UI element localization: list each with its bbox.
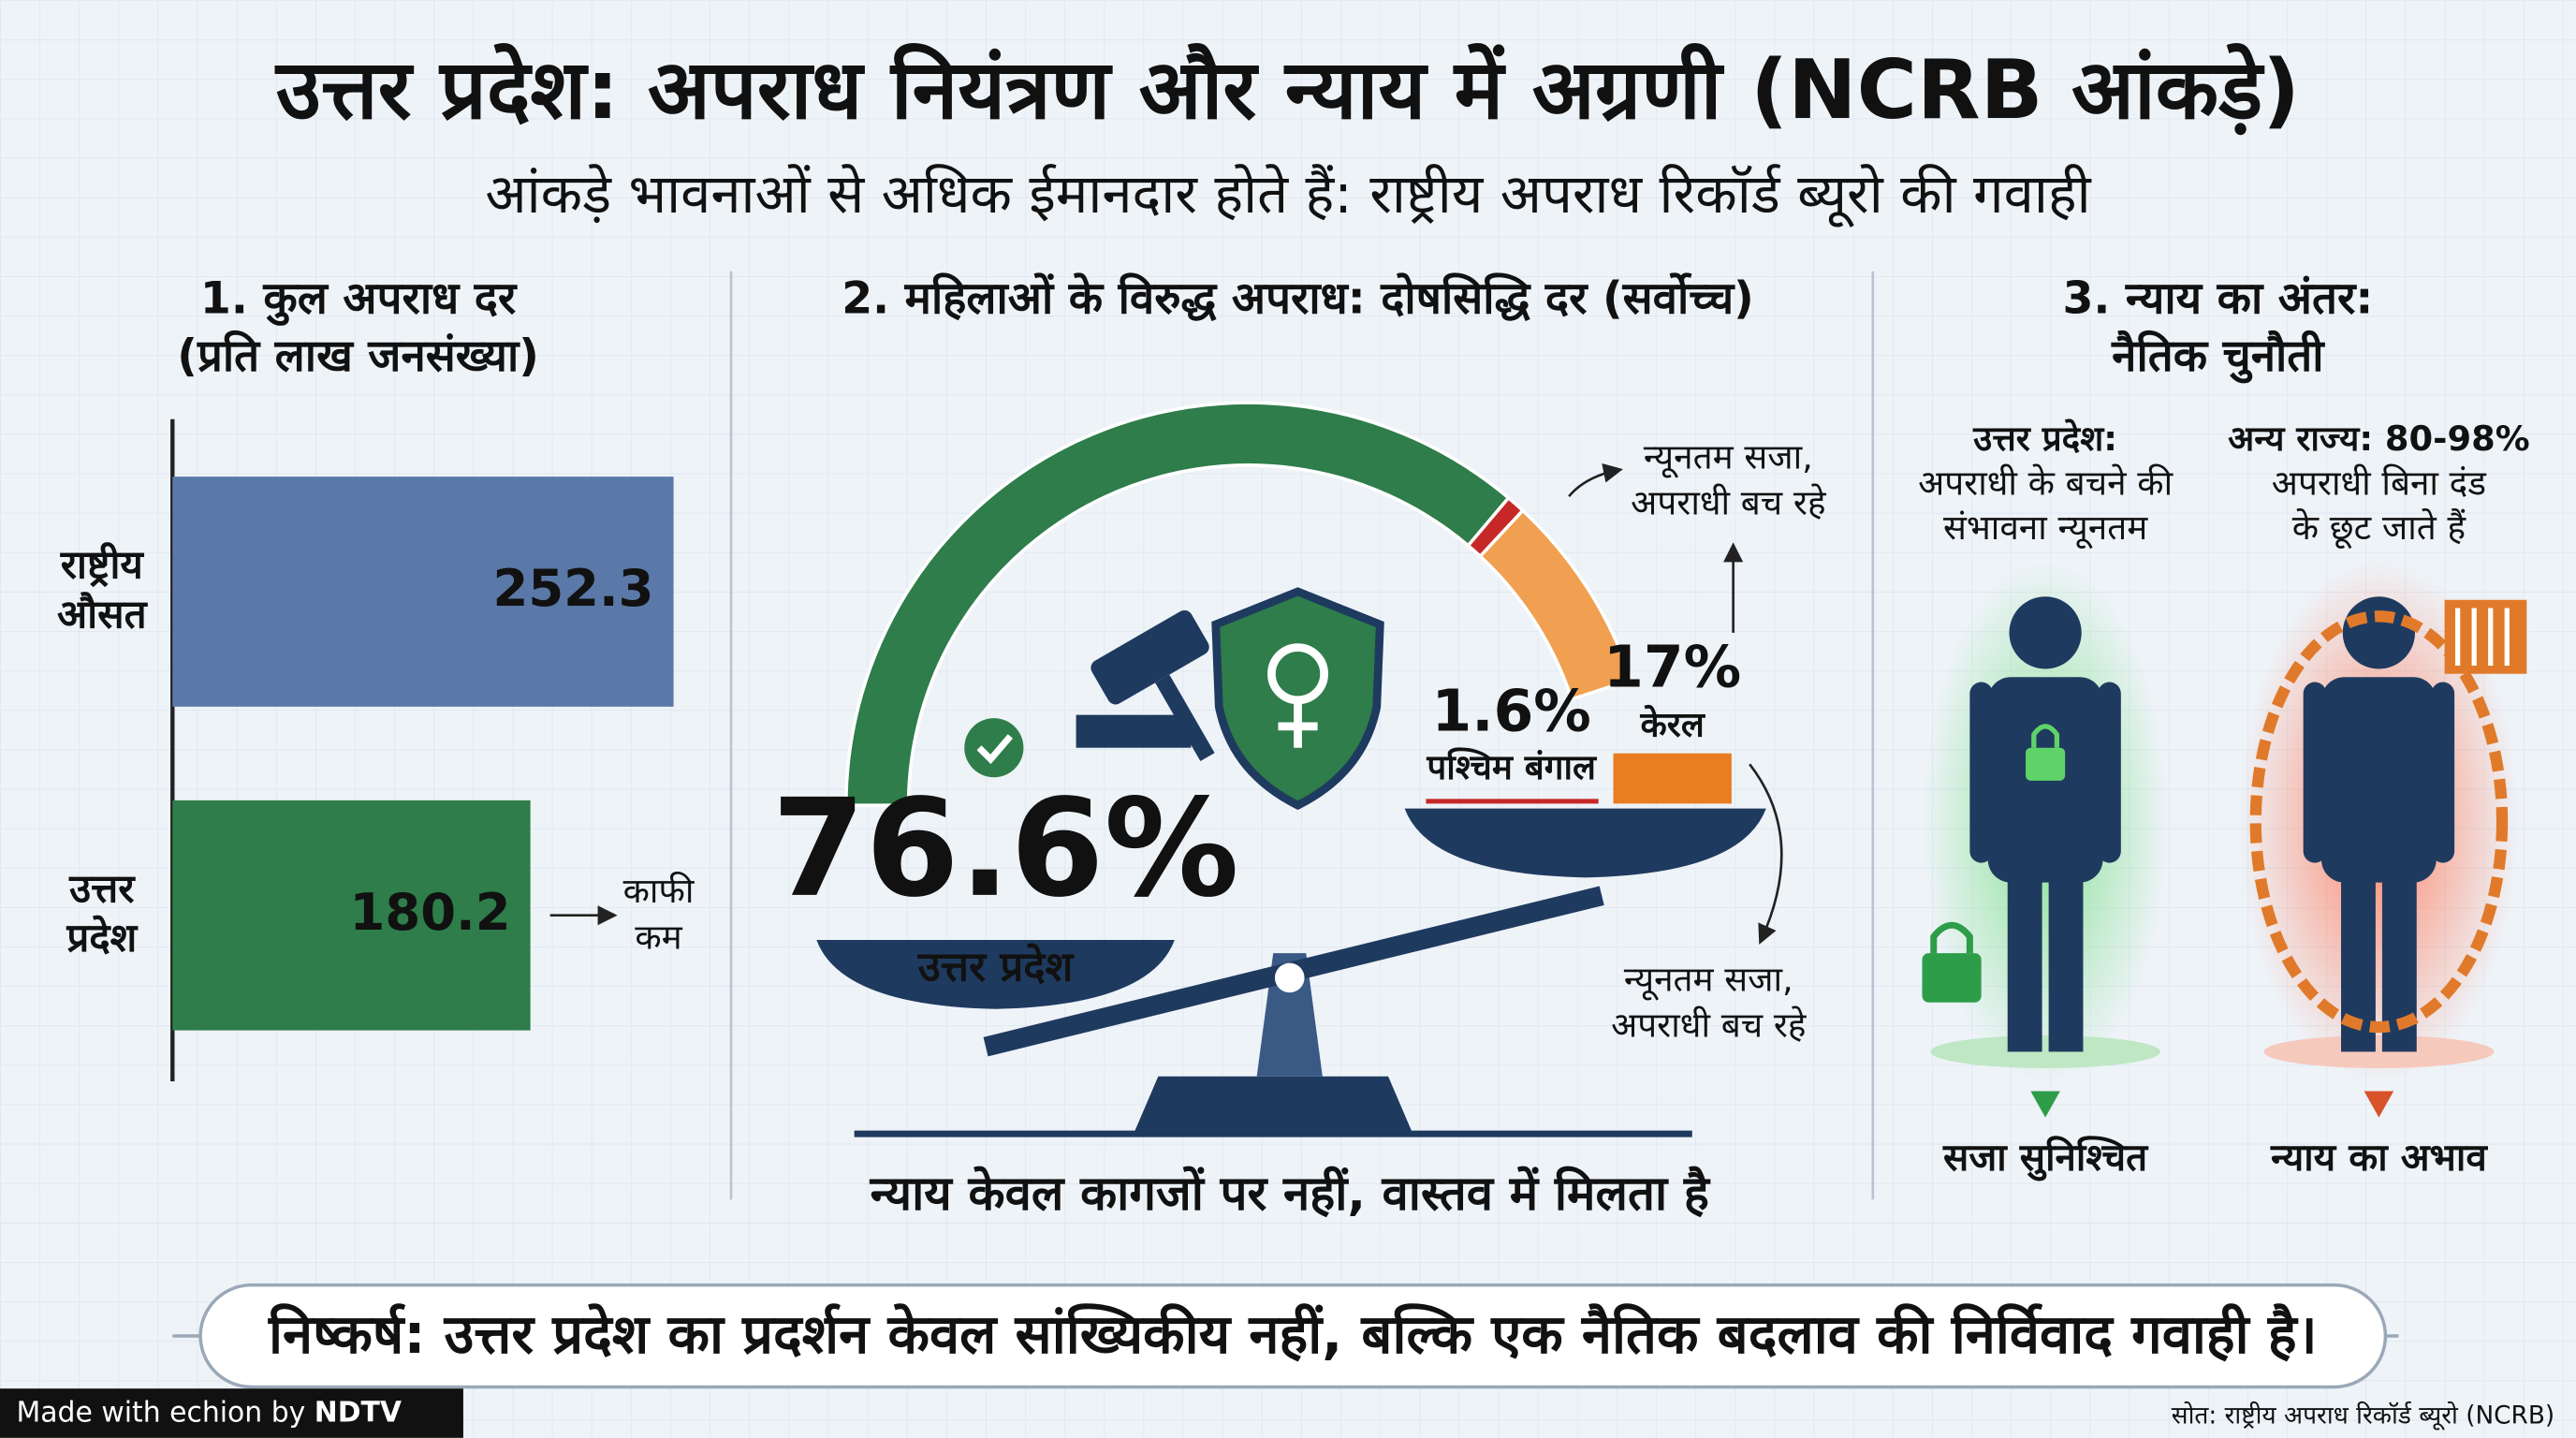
gauge-segment: [1477, 507, 1633, 702]
pan-block: [1613, 753, 1732, 804]
value-label: 180.2: [350, 883, 511, 942]
annotation: अपराधी बच रहे: [1631, 482, 1827, 522]
conclusion-box: [198, 1283, 2388, 1389]
bar: [172, 800, 531, 1031]
by: by: [271, 1396, 306, 1429]
status-label: सजा सुनिश्चित: [1942, 1136, 2149, 1181]
category-label: राष्ट्रीय औसत: [57, 541, 149, 637]
subtitle: आंकड़े भावनाओं से अधिक ईमानदार होते हैं:…: [485, 162, 2091, 227]
figures: [1922, 558, 2527, 1118]
arrow: [1568, 462, 1623, 498]
title: उत्तर प्रदेश: अपराध नियंत्रण और न्याय मे…: [274, 42, 2300, 138]
annotation: न्यूनतम सजा,: [1644, 436, 1813, 478]
conclusion: निष्कर्ष: उत्तर प्रदेश का प्रदर्शन केवल …: [268, 1302, 2318, 1366]
partner: NDTV: [315, 1396, 402, 1429]
scale-icon: [816, 587, 1766, 1137]
made-with: Made with: [17, 1396, 161, 1429]
panel-title: 1. कुल अपराध दर: [200, 272, 518, 326]
caption: संभावना न्यूनतम: [1943, 507, 2148, 550]
caption: अपराधी बिना दंड: [2272, 462, 2487, 503]
panel-title: नैतिक चुनौती: [2111, 330, 2325, 384]
arrow: [1749, 763, 1783, 945]
gauge-segment: [844, 401, 1512, 807]
brand: echion: [169, 1396, 262, 1429]
panel-title: 3. न्याय का अंतर:: [2062, 272, 2373, 324]
annotation: काफी कम: [623, 871, 695, 957]
caption: उत्तर प्रदेश:: [1972, 418, 2117, 459]
pan-block: [1426, 799, 1599, 804]
value-label: 1.6%: [1432, 679, 1591, 745]
category-label: उत्तर प्रदेश: [66, 865, 138, 961]
caption: अपराधी के बचने की: [1918, 462, 2174, 503]
category-label: पश्चिम बंगाल: [1426, 747, 1598, 787]
badge-text: Made with echion by NDTV: [17, 1396, 402, 1429]
value-label: 252.3: [492, 559, 653, 618]
caption: न्याय केवल कागजों पर नहीं, वास्तव में मि…: [870, 1166, 1711, 1222]
value-label: 76.6%: [771, 770, 1238, 927]
annotation: अपराधी बच रहे: [1611, 1005, 1808, 1046]
source: सोत: राष्ट्रीय अपराध रिकॉर्ड ब्यूरो (NCR…: [2172, 1401, 2554, 1431]
panel-subtitle: (प्रति लाख जनसंख्या): [177, 330, 539, 382]
value-label: 17%: [1603, 634, 1741, 700]
caption: अन्य राज्य: 80-98%: [2228, 418, 2530, 459]
category-label: उत्तर प्रदेश: [917, 944, 1076, 991]
caption: के छूट जाते हैं: [2292, 507, 2467, 550]
panel-title: 2. महिलाओं के विरुद्ध अपराध: दोषसिद्धि द…: [842, 271, 1754, 324]
annotation: न्यूनतम सजा,: [1624, 959, 1793, 1001]
status-label: न्याय का अभाव: [2270, 1136, 2488, 1180]
badge: [0, 1388, 463, 1438]
category-label: केरल: [1640, 704, 1706, 744]
bar: [172, 477, 674, 707]
